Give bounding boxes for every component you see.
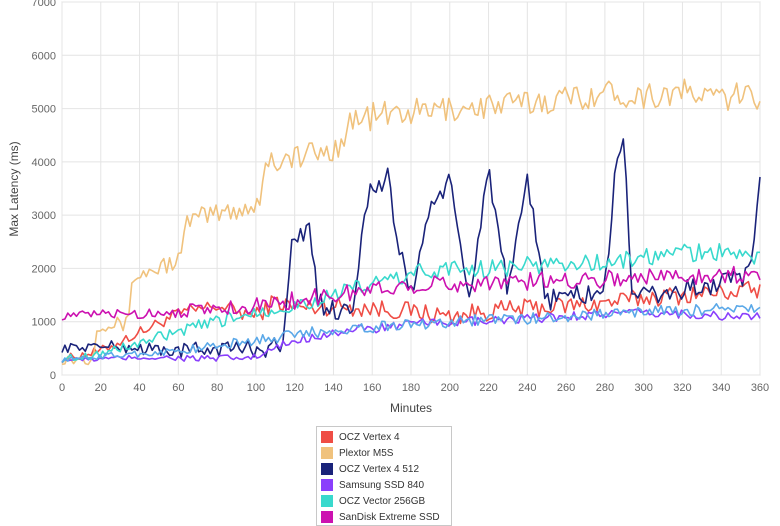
- legend-item: Plextor M5S: [321, 445, 447, 461]
- series-line-samsung-ssd-830: [61, 303, 761, 363]
- chart-legend: OCZ Vertex 4 Plextor M5S OCZ Vertex 4 512 S…: [316, 426, 452, 526]
- x-tick-label: 280: [596, 382, 614, 394]
- x-tick-label: 300: [634, 382, 652, 394]
- legend-swatch: [321, 511, 333, 523]
- legend-item: Samsung SSD 840: [321, 477, 447, 493]
- chart-series: [61, 78, 761, 366]
- x-tick-label: 260: [557, 382, 575, 394]
- legend-swatch: [321, 431, 333, 443]
- legend-label: Plextor M5S: [339, 447, 394, 459]
- x-tick-label: 100: [247, 382, 265, 394]
- x-axis-title: Minutes: [390, 401, 432, 415]
- legend-swatch: [321, 463, 333, 475]
- x-tick-label: 320: [673, 382, 691, 394]
- legend-label: OCZ Vector 256GB: [339, 495, 426, 507]
- chart-axes: 0 20 40 60 80 100 120 140 160 180 200 220 240 260 280 3…: [32, 0, 770, 394]
- legend-item: OCZ Vector 256GB: [321, 493, 447, 509]
- x-tick-label: 240: [518, 382, 536, 394]
- series-line-plextor-m5s: [61, 78, 761, 366]
- legend-swatch: [321, 447, 333, 459]
- y-tick-label: 2000: [32, 263, 56, 275]
- legend-item: OCZ Vertex 4: [321, 429, 447, 445]
- legend-item: OCZ Vertex 4 512: [321, 461, 447, 477]
- y-tick-label: 0: [50, 370, 56, 382]
- y-axis-title: Max Latency (ms): [7, 141, 21, 236]
- x-tick-label: 220: [479, 382, 497, 394]
- y-tick-label: 6000: [32, 50, 56, 62]
- legend-label: OCZ Vertex 4: [339, 431, 400, 443]
- x-tick-label: 140: [324, 382, 342, 394]
- y-tick-label: 1000: [32, 317, 56, 329]
- series-line-sandisk-extreme-ssd: [61, 265, 761, 321]
- series-line-ocz-vertex-4-vector-256gb: [61, 243, 760, 364]
- x-tick-label: 360: [751, 382, 769, 394]
- legend-label: Samsung SSD 840: [339, 479, 425, 491]
- y-tick-label: 7000: [32, 0, 56, 9]
- legend-swatch: [321, 479, 333, 491]
- legend-label: OCZ Vertex 4 512: [339, 463, 420, 475]
- x-tick-label: 0: [59, 382, 65, 394]
- x-tick-label: 80: [211, 382, 223, 394]
- legend-label: SanDisk Extreme SSD: [339, 511, 440, 523]
- x-tick-label: 340: [712, 382, 730, 394]
- y-tick-label: 3000: [32, 210, 56, 222]
- y-tick-label: 5000: [32, 104, 56, 116]
- x-tick-label: 40: [133, 382, 145, 394]
- x-tick-label: 60: [172, 382, 184, 394]
- series-line-samsung-ssd-840: [61, 308, 761, 363]
- x-tick-label: 20: [95, 382, 107, 394]
- legend-item: SanDisk Extreme SSD: [321, 509, 447, 525]
- x-tick-label: 180: [402, 382, 420, 394]
- legend-swatch: [321, 495, 333, 507]
- x-tick-label: 160: [363, 382, 381, 394]
- y-tick-label: 4000: [32, 157, 56, 169]
- x-tick-label: 120: [285, 382, 303, 394]
- x-tick-label: 200: [441, 382, 459, 394]
